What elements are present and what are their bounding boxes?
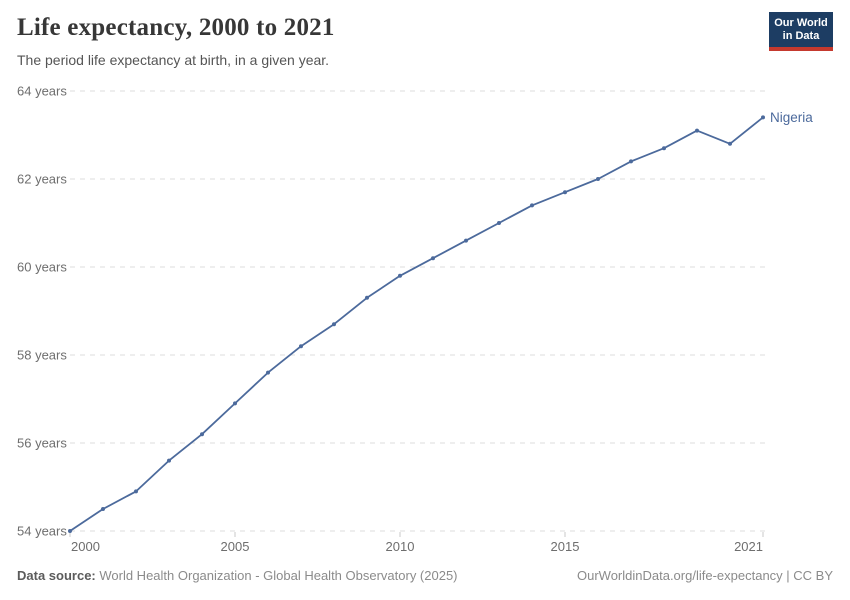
y-axis-label: 60 years: [17, 260, 67, 275]
data-point-marker[interactable]: [365, 295, 369, 300]
page-title: Life expectancy, 2000 to 2021: [17, 14, 335, 41]
data-point-marker[interactable]: [68, 529, 72, 533]
x-axis-label: 2010: [386, 539, 415, 554]
chart-subtitle: The period life expectancy at birth, in …: [17, 52, 330, 68]
y-axis-label: 56 years: [17, 436, 67, 451]
data-point-marker[interactable]: [695, 128, 699, 133]
data-point-marker[interactable]: [332, 322, 336, 327]
owid-logo-line2: in Data: [782, 30, 820, 42]
data-point-marker[interactable]: [728, 141, 732, 146]
data-point-marker[interactable]: [530, 203, 534, 208]
data-point-marker[interactable]: [761, 115, 765, 120]
data-point-marker[interactable]: [101, 507, 105, 511]
data-source: Data source: World Health Organization -…: [17, 568, 458, 583]
x-axis-label: 2000: [71, 539, 100, 554]
series-line-nigeria[interactable]: [69, 116, 764, 532]
y-axis-label: 58 years: [17, 348, 67, 363]
owid-logo-line1: Our World: [774, 17, 828, 29]
data-point-marker[interactable]: [398, 273, 402, 278]
x-axis-label: 2021: [734, 539, 763, 554]
y-axis-label: 54 years: [17, 524, 67, 539]
license-link[interactable]: OurWorldinData.org/life-expectancy | CC …: [576, 568, 833, 583]
data-point-marker[interactable]: [266, 370, 270, 375]
data-point-marker[interactable]: [596, 177, 600, 181]
data-point-marker[interactable]: [134, 489, 138, 494]
data-point-marker[interactable]: [629, 159, 633, 164]
x-axis-label: 2015: [551, 539, 580, 554]
data-point-marker[interactable]: [662, 146, 666, 151]
y-axis-label: 64 years: [17, 84, 67, 99]
data-source-label: Data source:: [17, 568, 96, 583]
chart-footer: Data source: World Health Organization -…: [17, 568, 833, 583]
data-point-marker[interactable]: [200, 432, 204, 437]
data-point-marker[interactable]: [299, 344, 303, 349]
x-axis-label: 2005: [221, 539, 250, 554]
data-point-marker[interactable]: [464, 238, 468, 243]
data-point-marker[interactable]: [497, 221, 501, 225]
y-axis-label: 62 years: [17, 172, 67, 187]
data-point-marker[interactable]: [233, 401, 237, 406]
series-label-nigeria: Nigeria: [770, 110, 813, 125]
data-point-marker[interactable]: [563, 190, 567, 195]
owid-logo[interactable]: Our World in Data: [769, 12, 833, 51]
data-point-marker[interactable]: [167, 458, 171, 463]
data-source-value: World Health Organization - Global Healt…: [95, 568, 458, 583]
data-point-marker[interactable]: [431, 256, 435, 261]
